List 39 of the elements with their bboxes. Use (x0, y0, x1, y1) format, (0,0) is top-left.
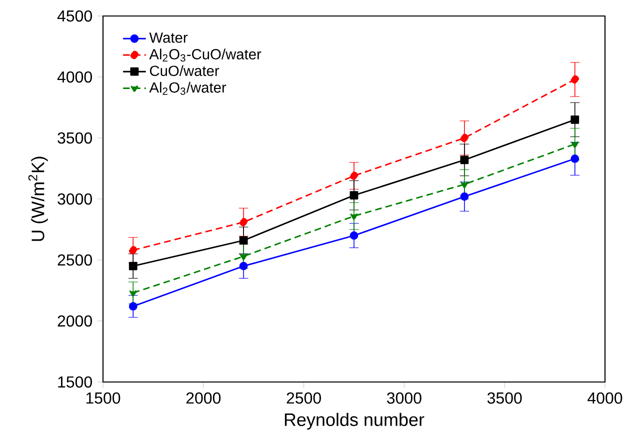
point (239, 218, 248, 226)
x-tick-label: 3000 (387, 392, 422, 404)
legend-label: Water (149, 32, 188, 43)
legend-label: Al$_{2}$O$_{3}$-CuO/water (149, 48, 262, 62)
x-tick-label: 2500 (286, 392, 321, 404)
y-tick-label: 1500 (58, 376, 92, 388)
x-tick-label: 2000 (186, 392, 221, 404)
y-tick-label: 2500 (58, 254, 92, 266)
point (350, 214, 358, 220)
point (460, 182, 468, 189)
point (128, 262, 138, 270)
point (350, 191, 358, 200)
point (460, 156, 469, 164)
x-tick-label: 1500 (86, 392, 120, 404)
point (239, 236, 248, 245)
point (571, 142, 579, 148)
y-tick-label: 4500 (57, 10, 92, 22)
point (460, 134, 469, 142)
legend-label: Al$_{2}$O$_{3}$/water (149, 82, 226, 95)
point (240, 254, 248, 261)
point (129, 290, 137, 298)
point (350, 172, 358, 180)
point (460, 192, 469, 201)
x-axis-title: Reynolds number (284, 412, 424, 430)
point (128, 246, 138, 254)
legend-label: CuO/water (150, 65, 220, 76)
x-tick-label: 3500 (487, 392, 522, 404)
point (570, 154, 580, 163)
y-tick-label: 4000 (57, 71, 92, 83)
y-tick-label: 3500 (58, 132, 92, 144)
point (128, 302, 138, 311)
y-tick-label: 3000 (58, 193, 92, 205)
y-axis-title: U (W/m$^{2}$K) (28, 156, 48, 241)
y-tick-label: 2000 (58, 315, 92, 327)
point (239, 262, 248, 270)
point (350, 231, 358, 240)
point (570, 115, 580, 124)
x-tick-label: 4000 (588, 392, 622, 404)
point (570, 75, 580, 84)
